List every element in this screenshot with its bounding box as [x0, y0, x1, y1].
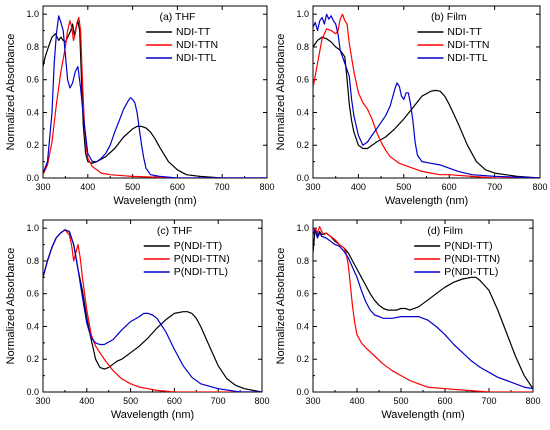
y-tick-label: 0.6 — [26, 289, 39, 299]
x-tick-label: 500 — [123, 396, 138, 406]
x-tick-label: 500 — [125, 182, 140, 192]
x-tick-label: 600 — [167, 396, 182, 406]
y-tick-label: 1.0 — [26, 223, 39, 233]
x-axis-title: Wavelength (nm) — [113, 195, 196, 207]
x-tick-label: 300 — [35, 396, 50, 406]
legend-label-1: NDI-TT — [447, 26, 482, 38]
x-tick-label: 700 — [215, 182, 230, 192]
chart-panel-4: 300 400 500 600 700 800 0.0 0.2 0.4 0.6 0.8 1.0 Wave… — [275, 219, 541, 421]
x-tick-label: 600 — [170, 182, 185, 192]
x-tick-label: 600 — [437, 396, 452, 406]
x-tick-label: 400 — [351, 182, 366, 192]
y-axis-title: Normalized Absorbance — [275, 248, 287, 365]
panel-label: (d) Film — [427, 225, 463, 237]
series-line-1 — [313, 227, 533, 390]
y-tick-label: 0.0 — [296, 387, 309, 397]
legend-label-3: NDI-TTL — [447, 52, 487, 64]
x-tick-label: 400 — [80, 182, 95, 192]
y-tick-label: 0.8 — [26, 256, 39, 266]
x-tick-label: 300 — [305, 182, 320, 192]
legend-label-2: P(NDI-TTN) — [174, 253, 230, 265]
legend-label-3: NDI-TTL — [176, 52, 216, 64]
legend-label-2: NDI-TTN — [447, 39, 489, 51]
legend-label-1: P(NDI-TT) — [444, 240, 492, 252]
y-tick-label: 0.6 — [26, 75, 39, 85]
x-tick-label: 400 — [349, 396, 364, 406]
y-axis-title: Normalized Absorbance — [5, 34, 17, 151]
x-tick-label: 300 — [35, 182, 50, 192]
y-tick-label: 0.6 — [296, 75, 309, 85]
x-tick-label: 500 — [393, 396, 408, 406]
legend-label-2: NDI-TTN — [176, 39, 218, 51]
y-tick-label: 1.0 — [296, 223, 309, 233]
y-tick-label: 0.0 — [26, 387, 39, 397]
x-tick-label: 800 — [259, 182, 274, 192]
legend-label-1: P(NDI-TT) — [174, 240, 222, 252]
chart-panel-1: 300 400 500 600 700 800 0.0 0.2 0.4 0.6 0.8 1.0 Wave… — [5, 5, 275, 207]
series-line-1 — [43, 20, 267, 178]
x-axis-title: Wavelength (nm) — [385, 195, 468, 207]
x-tick-label: 800 — [254, 396, 269, 406]
chart-panel-2: 300 400 500 600 700 800 0.0 0.2 0.4 0.6 0.8 1.0 Wave… — [275, 5, 548, 207]
x-tick-label: 700 — [481, 396, 496, 406]
y-tick-label: 0.0 — [26, 173, 39, 183]
x-tick-label: 600 — [442, 182, 457, 192]
y-tick-label: 0.4 — [26, 107, 39, 117]
y-tick-label: 0.8 — [296, 256, 309, 266]
y-tick-label: 1.0 — [26, 9, 39, 19]
y-tick-label: 0.2 — [26, 140, 39, 150]
chart-panel-3: 300 400 500 600 700 800 0.0 0.2 0.4 0.6 0.8 1.0 Wave… — [5, 219, 270, 421]
y-tick-label: 0.6 — [296, 289, 309, 299]
series-line-3 — [313, 229, 533, 390]
y-tick-label: 0.0 — [296, 173, 309, 183]
y-axis-title: Normalized Absorbance — [275, 34, 287, 151]
y-tick-label: 0.4 — [26, 321, 39, 331]
panel-label: (a) THF — [159, 11, 195, 23]
y-tick-label: 0.8 — [26, 42, 39, 52]
series-line-2 — [43, 16, 267, 178]
y-axis-title: Normalized Absorbance — [5, 248, 17, 365]
series-line-2 — [313, 13, 540, 178]
series-line-1 — [313, 36, 540, 178]
x-tick-label: 400 — [79, 396, 94, 406]
y-tick-label: 0.2 — [26, 354, 39, 364]
y-tick-label: 0.4 — [296, 107, 309, 117]
y-tick-label: 0.2 — [296, 354, 309, 364]
y-tick-label: 0.4 — [296, 321, 309, 331]
legend-label-2: P(NDI-TTN) — [444, 253, 500, 265]
y-tick-label: 1.0 — [296, 9, 309, 19]
legend-label-3: P(NDI-TTL) — [174, 266, 228, 278]
legend-label-3: P(NDI-TTL) — [444, 266, 498, 278]
series-line-3 — [313, 13, 540, 178]
panel-label: (c) THF — [157, 225, 192, 237]
series-line-2 — [313, 226, 533, 392]
x-tick-label: 700 — [211, 396, 226, 406]
panel-label: (b) Film — [431, 11, 467, 23]
x-tick-label: 500 — [396, 182, 411, 192]
x-tick-label: 700 — [487, 182, 502, 192]
y-tick-label: 0.2 — [296, 140, 309, 150]
y-tick-label: 0.8 — [296, 42, 309, 52]
x-tick-label: 300 — [305, 396, 320, 406]
series-line-3 — [43, 229, 262, 392]
x-axis-title: Wavelength (nm) — [111, 409, 194, 421]
series-line-3 — [43, 15, 267, 178]
x-tick-label: 800 — [525, 396, 540, 406]
legend-label-1: NDI-TT — [176, 26, 211, 38]
x-axis-title: Wavelength (nm) — [381, 409, 464, 421]
x-tick-label: 800 — [532, 182, 547, 192]
